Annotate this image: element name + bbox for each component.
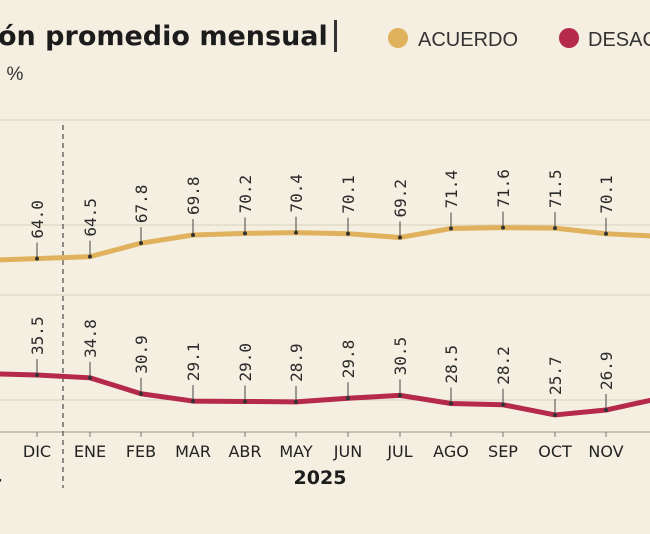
data-label: 28.9 <box>287 343 306 382</box>
data-label: 29.1 <box>184 343 203 382</box>
data-point <box>35 372 39 377</box>
data-point <box>243 231 247 236</box>
legend: ACUERDO DESACUERDO <box>388 28 650 51</box>
x-tick-label: JUN <box>333 442 362 461</box>
data-label: 29.8 <box>339 340 358 379</box>
data-label: 71.4 <box>442 170 461 209</box>
x-tick-label: JUL <box>386 442 412 461</box>
data-label: 64.0 <box>28 200 47 239</box>
data-label: 71.5 <box>546 170 565 209</box>
data-point <box>243 399 247 404</box>
data-label: 34.8 <box>81 319 100 358</box>
data-label: 67.8 <box>132 185 151 224</box>
data-point <box>346 231 350 236</box>
data-point <box>501 402 505 407</box>
data-label: 30.5 <box>391 337 410 376</box>
data-label: 71.6 <box>494 169 513 208</box>
series-layer: 64.0 64.5 67.8 69.8 70.2 70.4 70.1 69.2 71.4 71.6… <box>0 169 650 418</box>
x-tick-label: AGO <box>433 442 469 461</box>
data-label: 28.2 <box>494 346 513 385</box>
series-line-desacuerdo <box>0 371 650 418</box>
data-point <box>449 401 453 406</box>
data-point <box>449 226 453 231</box>
data-label: 30.9 <box>132 335 151 374</box>
data-point <box>398 393 402 398</box>
x-tick-label: SEP <box>488 442 518 461</box>
x-tick-label: MAR <box>175 442 211 461</box>
data-point <box>604 408 608 413</box>
series-line-acuerdo <box>0 225 650 263</box>
title-separator <box>334 20 337 52</box>
data-point <box>294 399 298 404</box>
data-point <box>139 241 143 246</box>
x-tick-label: FEB <box>126 442 156 461</box>
legend-label-desacuerdo: DESACUERDO <box>588 29 650 51</box>
data-label: 25.7 <box>546 356 565 395</box>
data-point <box>35 256 39 261</box>
legend-swatch-acuerdo <box>388 28 408 48</box>
x-tick-label: OCT <box>538 442 572 461</box>
x-tick-label: MAY <box>279 442 313 461</box>
legend-swatch-desacuerdo <box>559 28 579 48</box>
data-point <box>88 254 92 259</box>
data-point <box>501 225 505 230</box>
data-point <box>604 231 608 236</box>
data-point <box>553 412 557 417</box>
data-label: 35.5 <box>28 316 47 355</box>
data-point <box>346 396 350 401</box>
data-label: 26.9 <box>597 352 616 391</box>
data-point <box>88 375 92 380</box>
data-label: 64.5 <box>81 198 100 237</box>
data-point <box>398 235 402 240</box>
data-label: 29.0 <box>236 343 255 382</box>
data-point <box>294 230 298 235</box>
data-label: 70.4 <box>287 174 306 213</box>
data-point <box>191 399 195 404</box>
chart-title: ón promedio mensual <box>0 21 328 52</box>
year-label: 4 <box>0 467 2 489</box>
x-tick-label: NOV <box>588 442 623 461</box>
chart-subtitle: , % <box>0 64 24 85</box>
data-label: 70.1 <box>597 175 616 214</box>
data-label: 28.5 <box>442 345 461 384</box>
x-tick-label: ENE <box>74 442 106 461</box>
year-label: 2025 <box>294 467 347 489</box>
data-label: 70.1 <box>339 175 358 214</box>
legend-label-acuerdo: ACUERDO <box>418 29 518 51</box>
data-label: 70.2 <box>236 175 255 214</box>
x-tick-label: DIC <box>23 442 51 461</box>
data-point <box>553 226 557 231</box>
data-point <box>191 233 195 238</box>
data-label: 69.8 <box>184 176 203 215</box>
data-label: 69.2 <box>391 179 410 218</box>
data-point <box>139 391 143 396</box>
x-tick-label: ABR <box>228 442 261 461</box>
x-axis: DIC ENE FEB MAR ABR MAY JUN JUL AGO SEP OCT NOV 4 202… <box>0 125 650 489</box>
